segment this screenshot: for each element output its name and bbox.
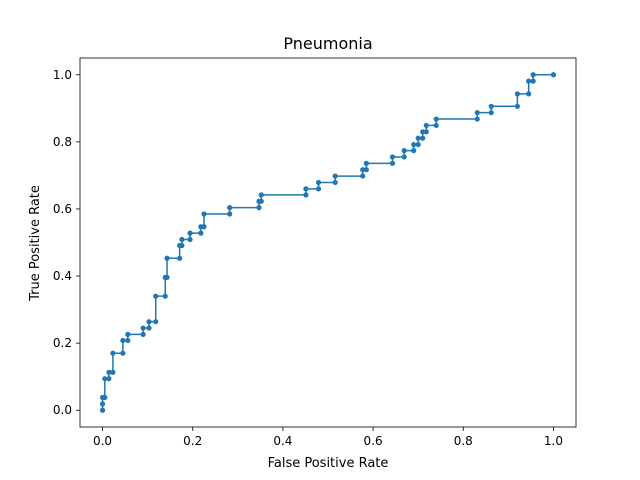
roc-point [411, 141, 417, 148]
roc-point [488, 110, 494, 116]
roc-point [526, 91, 532, 97]
roc-point [411, 147, 417, 154]
roc-point [102, 394, 108, 401]
roc-point [258, 198, 264, 204]
roc-point [401, 147, 407, 154]
roc-point [526, 78, 532, 84]
x-axis-ticks: 0.0 0.2 0.4 0.6 0.8 1.0 [93, 427, 563, 448]
roc-point [530, 72, 536, 78]
roc-point [140, 325, 146, 331]
roc-point [198, 230, 204, 236]
x-tick-label: 0.8 [454, 434, 473, 448]
roc-point [360, 173, 366, 179]
roc-point [125, 337, 131, 344]
roc-point [153, 319, 159, 325]
y-axis-label: True Positive Rate [28, 185, 43, 302]
roc-point [227, 205, 233, 211]
roc-point [146, 325, 152, 331]
y-tick-label: 0.6 [53, 202, 72, 216]
roc-point [303, 186, 309, 192]
roc-point [474, 116, 480, 122]
roc-point [187, 236, 193, 243]
roc-point [146, 319, 152, 325]
x-tick-label: 0.2 [183, 434, 202, 448]
roc-point [550, 72, 557, 78]
roc-point [401, 154, 407, 160]
roc-point [415, 141, 421, 148]
roc-point [420, 135, 426, 141]
roc-point [106, 376, 112, 382]
roc-point [162, 293, 168, 299]
roc-point [415, 135, 421, 141]
roc-point [227, 211, 233, 217]
roc-point [201, 211, 207, 217]
x-tick-label: 0.4 [273, 434, 292, 448]
roc-point [99, 407, 106, 413]
roc-point [187, 230, 193, 236]
roc-point [514, 103, 520, 109]
chart-title: Pneumonia [283, 34, 372, 53]
roc-point [164, 274, 170, 280]
roc-point [332, 179, 338, 186]
roc-point [433, 116, 439, 122]
roc-point [433, 122, 439, 129]
x-tick-label: 0.6 [364, 434, 383, 448]
roc-point [363, 167, 369, 173]
roc-point [125, 331, 131, 338]
roc-point [423, 122, 429, 129]
roc-curve-line [101, 74, 554, 411]
x-tick-label: 1.0 [544, 434, 563, 448]
roc-point [360, 167, 366, 173]
roc-point [153, 293, 159, 299]
roc-point [179, 242, 185, 249]
roc-point [423, 129, 429, 135]
y-tick-label: 0.8 [53, 135, 72, 149]
roc-point [303, 192, 309, 198]
y-tick-label: 0.0 [53, 403, 72, 417]
roc-point [363, 160, 369, 166]
roc-point [201, 224, 207, 230]
roc-point [389, 154, 396, 160]
x-axis-label: False Positive Rate [268, 456, 389, 471]
roc-point [530, 78, 536, 84]
roc-point [164, 255, 170, 261]
roc-point [315, 186, 322, 192]
y-tick-label: 0.2 [53, 336, 72, 350]
roc-point [179, 236, 185, 243]
roc-point [120, 350, 126, 356]
roc-point [110, 369, 116, 375]
roc-point [258, 192, 264, 198]
roc-point [315, 179, 322, 186]
y-tick-label: 1.0 [53, 68, 72, 82]
roc-point [120, 337, 126, 344]
roc-point [488, 103, 494, 109]
y-axis-ticks: 0.0 0.2 0.4 0.6 0.8 1.0 [53, 68, 80, 417]
roc-point [420, 129, 426, 135]
roc-point [177, 255, 183, 261]
x-tick-label: 0.0 [93, 434, 112, 448]
plot-frame [79, 57, 577, 428]
plot-area [99, 72, 557, 413]
roc-point [99, 401, 106, 407]
y-tick-label: 0.4 [53, 269, 72, 283]
roc-point [106, 369, 112, 375]
roc-point [332, 173, 338, 179]
roc-point [256, 205, 262, 211]
roc-point [514, 91, 520, 97]
roc-point [389, 160, 396, 166]
roc-point [110, 350, 116, 356]
roc-point [140, 331, 146, 338]
roc-point [474, 110, 480, 116]
roc-point [102, 376, 108, 382]
